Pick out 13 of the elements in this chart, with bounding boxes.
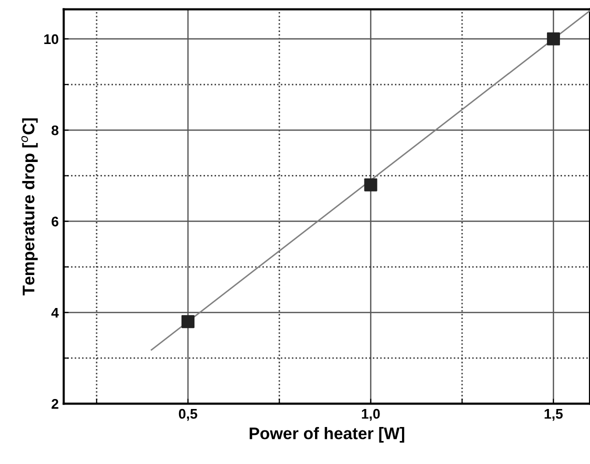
- y-axis-title: Temperature drop [$^{o}$C]: [21, 118, 38, 296]
- point: [181, 315, 194, 328]
- y-tick-label: 6: [52, 216, 58, 226]
- x-tick-label: 0,5: [178, 408, 198, 421]
- y-tick-label: 10: [44, 34, 58, 44]
- point: [546, 32, 560, 46]
- x-axis-title: Power of heater [W]: [250, 427, 404, 443]
- x-tick-label: 1,5: [544, 409, 563, 421]
- y-tick-label: 4: [51, 308, 59, 318]
- x-tick-label: 1,0: [362, 408, 380, 421]
- y-tick-label: 8: [52, 125, 58, 136]
- point: [364, 178, 378, 192]
- y-tick-label: 2: [52, 399, 58, 409]
